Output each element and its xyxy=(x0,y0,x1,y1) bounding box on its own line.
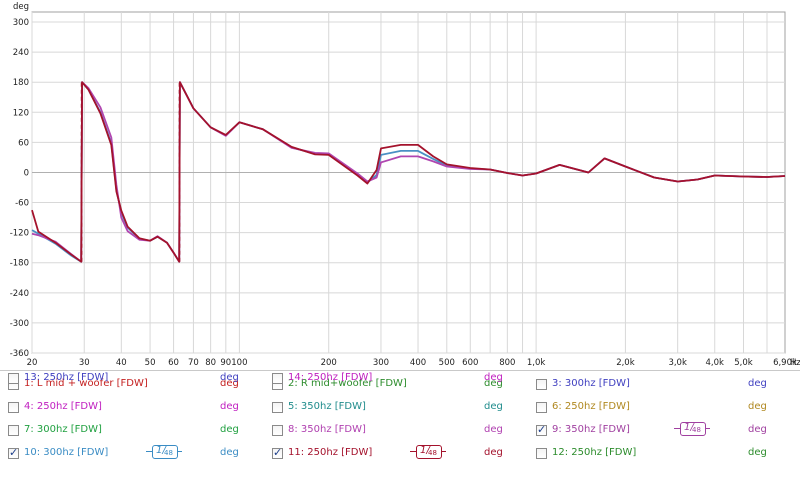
legend-item[interactable]: 8: 350hz [FDW] deg xyxy=(272,423,522,441)
legend-checkbox[interactable] xyxy=(536,402,547,413)
x-tick-label: 50 xyxy=(145,358,156,368)
legend-label: 5: 350hz [FDW] xyxy=(288,401,366,412)
y-tick-label: -120 xyxy=(10,229,29,239)
y-tick-label: 240 xyxy=(13,48,29,58)
y-tick-label: -300 xyxy=(10,319,29,329)
legend-unit: deg xyxy=(220,372,239,383)
x-tick-label: 200 xyxy=(321,358,337,368)
x-tick-label: 100 xyxy=(231,358,247,368)
legend-unit: deg xyxy=(484,378,503,389)
legend-unit: deg xyxy=(748,401,767,412)
legend-item[interactable]: 7: 300hz [FDW] deg xyxy=(8,423,258,441)
phase-plot[interactable]: 300240180120600-60-120-180-240-300-360de… xyxy=(0,0,800,370)
x-tick-label: 800 xyxy=(499,358,515,368)
legend-item[interactable]: 14: 250hz [FDW] deg xyxy=(272,371,522,389)
legend-checkbox[interactable] xyxy=(272,402,283,413)
legend-checkbox[interactable] xyxy=(536,423,547,436)
legend-checkbox[interactable] xyxy=(8,446,19,459)
x-tick-label: 6,90k xyxy=(773,358,797,368)
legend-label: 12: 250hz [FDW] xyxy=(552,447,637,458)
legend-checkbox[interactable] xyxy=(8,402,19,413)
x-tick-label: 2,0k xyxy=(616,358,635,368)
legend-checkbox[interactable] xyxy=(8,425,19,436)
legend-unit: deg xyxy=(220,401,239,412)
y-axis-unit: deg xyxy=(13,2,29,12)
legend-unit: deg xyxy=(748,378,767,389)
x-tick-label: 20 xyxy=(27,358,38,368)
legend-item[interactable]: 10: 300hz [FDW] 1/48 deg xyxy=(8,445,258,464)
y-tick-label: -180 xyxy=(10,259,29,269)
legend-unit: deg xyxy=(220,447,239,458)
x-tick-label: 4,0k xyxy=(706,358,725,368)
x-tick-label: 1,0k xyxy=(527,358,546,368)
x-tick-label: 70 xyxy=(188,358,199,368)
y-tick-label: 180 xyxy=(13,78,29,88)
smoothing-badge[interactable]: 1/48 xyxy=(146,445,182,459)
legend-unit: deg xyxy=(484,372,503,383)
x-tick-label: 400 xyxy=(410,358,426,368)
legend-item[interactable]: 11: 250hz [FDW] 1/48 deg xyxy=(272,445,522,464)
legend-panel: 1: L mid + woofer [FDW] deg 2: R mid+woofe… xyxy=(0,370,800,480)
legend-checkbox[interactable] xyxy=(536,379,547,390)
smoothing-badge[interactable]: 1/48 xyxy=(674,422,710,436)
x-tick-label: 3,0k xyxy=(668,358,687,368)
legend-item[interactable]: 12: 250hz [FDW] deg xyxy=(536,446,786,464)
legend-item[interactable]: 6: 250hz [FDW] deg xyxy=(536,400,786,418)
legend-label: 9: 350hz [FDW] xyxy=(552,424,630,435)
legend-label: 8: 350hz [FDW] xyxy=(288,424,366,435)
y-tick-label: 0 xyxy=(24,168,29,178)
plot-area xyxy=(31,11,786,354)
legend-unit: deg xyxy=(748,424,767,435)
y-tick-label: 120 xyxy=(13,108,29,118)
legend-unit: deg xyxy=(748,447,767,458)
legend-item[interactable]: 5: 350hz [FDW] deg xyxy=(272,400,522,418)
y-tick-label: -360 xyxy=(10,349,29,359)
legend-checkbox[interactable] xyxy=(8,373,19,384)
legend-unit: deg xyxy=(220,424,239,435)
legend-checkbox[interactable] xyxy=(536,448,547,459)
legend-unit: deg xyxy=(484,401,503,412)
legend-label: 3: 300hz [FDW] xyxy=(552,378,630,389)
y-tick-label: 60 xyxy=(18,138,29,148)
x-tick-label: 300 xyxy=(373,358,389,368)
legend-item[interactable]: 4: 250hz [FDW] deg xyxy=(8,400,258,418)
legend-unit: deg xyxy=(484,424,503,435)
x-tick-label: 60 xyxy=(168,358,179,368)
x-tick-label: 600 xyxy=(462,358,478,368)
legend-label: 2: R mid+woofer [FDW] xyxy=(288,378,407,389)
legend-label: 1: L mid + woofer [FDW] xyxy=(24,378,148,389)
legend-label: 6: 250hz [FDW] xyxy=(552,401,630,412)
x-tick-label: 40 xyxy=(116,358,127,368)
legend-item[interactable]: 13: 250hz [FDW] deg xyxy=(8,371,258,389)
x-tick-label: 90 xyxy=(220,358,231,368)
x-tick-label: 500 xyxy=(439,358,455,368)
legend-label: 7: 300hz [FDW] xyxy=(24,424,102,435)
series-line xyxy=(31,81,786,263)
y-tick-label: -240 xyxy=(10,289,29,299)
x-tick-label: 80 xyxy=(205,358,216,368)
legend-label: 10: 300hz [FDW] xyxy=(24,447,109,458)
smoothing-badge[interactable]: 1/48 xyxy=(410,445,446,459)
x-tick-label: 5,0k xyxy=(734,358,753,368)
y-tick-label: -60 xyxy=(15,199,29,209)
legend-unit: deg xyxy=(484,447,503,458)
legend-checkbox[interactable] xyxy=(272,446,283,459)
legend-item[interactable]: 9: 350hz [FDW] 1/48 deg xyxy=(536,422,786,441)
y-tick-label: 300 xyxy=(13,18,29,28)
phase-chart[interactable]: 300 240 180 120 60 0 -60 -120 -180 -240 -300 -360 de… xyxy=(0,0,800,370)
x-axis-unit: Hz xyxy=(790,358,800,368)
legend-label: 13: 250hz [FDW] xyxy=(24,372,109,383)
x-tick-label: 30 xyxy=(79,358,90,368)
legend-item[interactable]: 3: 300hz [FDW] deg xyxy=(536,377,786,395)
legend-unit: deg xyxy=(220,378,239,389)
legend-checkbox[interactable] xyxy=(272,373,283,384)
legend-label: 4: 250hz [FDW] xyxy=(24,401,102,412)
legend-label: 11: 250hz [FDW] xyxy=(288,447,373,458)
legend-checkbox[interactable] xyxy=(272,425,283,436)
legend-label: 14: 250hz [FDW] xyxy=(288,372,373,383)
